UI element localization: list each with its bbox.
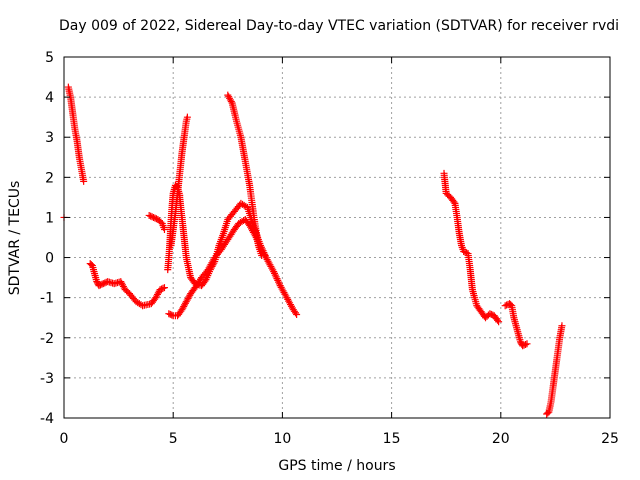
y-axis-label: SDTVAR / TECUs [7, 181, 23, 296]
data-points-layer [60, 83, 566, 418]
y-tick-label: 3 [45, 130, 54, 146]
data-point-s8 [201, 277, 209, 285]
y-tick-label: -1 [40, 291, 54, 307]
x-tick-label: 25 [601, 431, 619, 447]
y-tick-label: -4 [40, 411, 54, 427]
data-point-s3 [159, 284, 167, 292]
y-tick-label: 1 [45, 210, 54, 226]
x-tick-label: 15 [383, 431, 401, 447]
grid-layer [64, 57, 610, 418]
data-point-s3 [160, 284, 168, 292]
y-tick-label: 2 [45, 170, 54, 186]
plot-area-frame [63, 56, 611, 419]
x-tick-label: 20 [492, 431, 510, 447]
data-point-s11 [507, 301, 515, 309]
data-point-s11 [522, 340, 530, 348]
y-tick-label: 4 [45, 90, 54, 106]
data-point-s10 [495, 318, 503, 326]
data-point-s12 [544, 409, 552, 417]
x-axis-label: GPS time / hours [278, 458, 395, 474]
data-point-s10 [494, 316, 502, 324]
data-point-s8 [210, 259, 218, 267]
y-tick-label: -2 [40, 331, 54, 347]
data-point-s12 [558, 322, 566, 330]
data-point-s8 [292, 309, 300, 317]
data-point-s10 [450, 198, 458, 206]
x-tick-label: 10 [273, 431, 291, 447]
y-tick-label: -3 [40, 371, 54, 387]
data-point-s9 [258, 252, 266, 260]
y-tick-label: 0 [45, 251, 54, 267]
chart-title: Day 009 of 2022, Sidereal Day-to-day VTE… [59, 18, 619, 34]
data-point-s4 [160, 225, 168, 233]
data-point-s9 [227, 98, 235, 106]
x-tick-label: 0 [60, 431, 69, 447]
axis-ticks-layer: 0 5 10 15 20 25 -4 -3 -2 -1 0 1 2 3 4 5 [40, 50, 619, 447]
data-point-s8 [293, 311, 301, 319]
y-tick-label: 5 [45, 50, 54, 66]
data-point-s6 [183, 113, 191, 121]
data-point-s7 [168, 311, 176, 319]
data-point-s2 [80, 177, 88, 185]
data-point-s11 [523, 340, 531, 348]
data-point-s3 [87, 261, 95, 269]
x-tick-label: 5 [169, 431, 178, 447]
